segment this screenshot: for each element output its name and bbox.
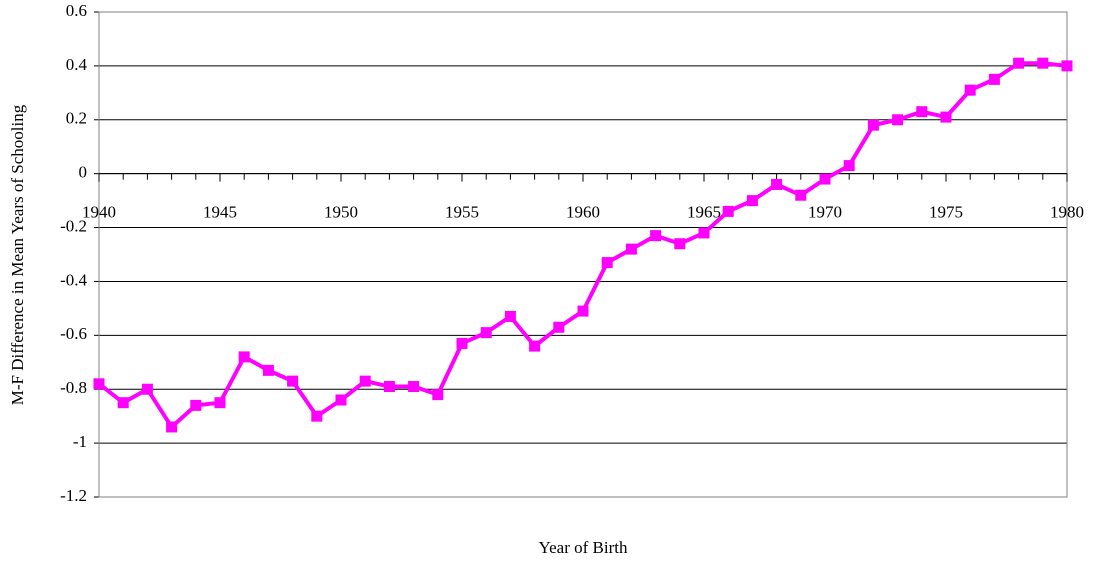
y-axis-label: M-F Difference in Mean Years of Schoolin… [8, 104, 27, 405]
data-point [916, 106, 928, 118]
y-tick-label: -1 [73, 432, 87, 451]
y-tick-label: -0.4 [60, 270, 87, 289]
data-point [1037, 57, 1049, 69]
data-point [553, 321, 565, 333]
data-point [504, 310, 516, 322]
data-point [383, 381, 395, 393]
data-point [674, 238, 686, 250]
x-tick-label: 1975 [929, 203, 963, 222]
data-point [577, 305, 589, 317]
x-tick-label: 1960 [566, 203, 600, 222]
data-point [529, 340, 541, 352]
data-point [190, 399, 202, 411]
data-point [819, 173, 831, 185]
data-point [867, 119, 879, 131]
x-tick-label: 1965 [687, 203, 721, 222]
y-tick-label: -0.2 [60, 216, 87, 235]
data-point [238, 351, 250, 363]
y-tick-label: 0.6 [66, 1, 87, 20]
data-point [722, 205, 734, 217]
x-axis-label: Year of Birth [539, 538, 628, 557]
data-point [1013, 57, 1025, 69]
y-tick-label: -0.8 [60, 378, 87, 397]
data-point [480, 327, 492, 339]
data-point [843, 160, 855, 172]
x-tick-label: 1940 [82, 203, 116, 222]
data-point [141, 383, 153, 395]
y-tick-label: -0.6 [60, 324, 87, 343]
x-tick-label: 1945 [203, 203, 237, 222]
data-point [892, 114, 904, 126]
data-point [287, 375, 299, 387]
data-point [359, 375, 371, 387]
data-point [117, 397, 129, 409]
data-point [311, 410, 323, 422]
data-point [746, 195, 758, 207]
data-point [771, 178, 783, 190]
data-point [625, 243, 637, 255]
x-tick-label: 1970 [808, 203, 842, 222]
data-point [166, 421, 178, 433]
data-point [432, 389, 444, 401]
data-point [988, 73, 1000, 85]
data-point [964, 84, 976, 96]
data-line [97, 61, 1068, 429]
data-point [650, 230, 662, 242]
data-point [940, 111, 952, 123]
y-tick-label: 0 [79, 163, 88, 182]
data-point [456, 337, 468, 349]
data-point [601, 257, 613, 269]
y-tick-label: -1.2 [60, 486, 87, 505]
y-tick-label: 0.4 [66, 55, 88, 74]
data-point [1061, 60, 1073, 72]
x-tick-label: 1950 [324, 203, 358, 222]
y-tick-label: 0.2 [66, 109, 87, 128]
plot-border [98, 11, 1068, 498]
x-tick-label: 1980 [1050, 203, 1084, 222]
x-tick-label: 1955 [445, 203, 479, 222]
data-point [262, 364, 274, 376]
data-point [335, 394, 347, 406]
data-point [698, 227, 710, 239]
data-point [408, 381, 420, 393]
data-point [795, 189, 807, 201]
data-point [214, 397, 226, 409]
data-point [93, 378, 105, 390]
